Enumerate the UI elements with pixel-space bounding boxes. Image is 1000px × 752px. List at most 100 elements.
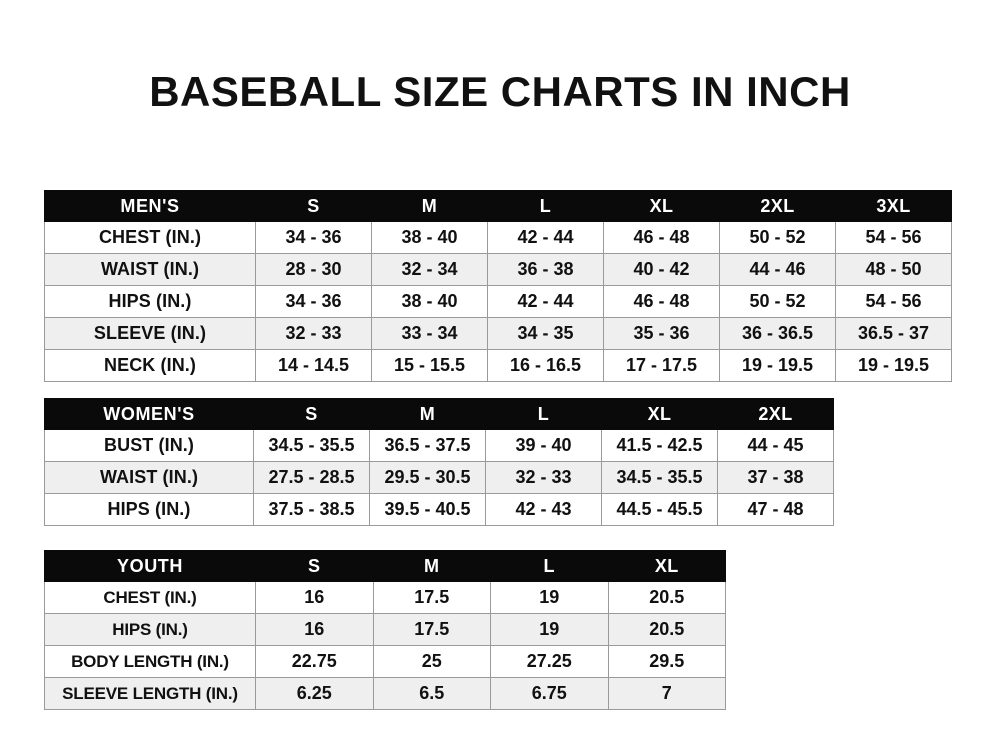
measurement-cell: 15 - 15.5 [371, 349, 488, 382]
measurement-cell: 29.5 - 30.5 [369, 461, 486, 494]
measurement-cell: 35 - 36 [603, 317, 720, 350]
measurement-cell: 6.5 [372, 677, 491, 710]
table-row: BODY LENGTH (IN.) 22.75 25 27.25 29.5 [44, 645, 726, 678]
measurement-cell: 32 - 33 [485, 461, 602, 494]
table-row: HIPS (IN.) 34 - 36 38 - 40 42 - 44 46 - 48 50… [44, 285, 952, 318]
measurement-cell: 27.5 - 28.5 [253, 461, 370, 494]
measurement-cell: 20.5 [607, 613, 726, 646]
womens-header-row: WOMEN'S S M L XL 2XL [44, 398, 834, 430]
measurement-cell: 50 - 52 [719, 285, 836, 318]
mens-column-header-2xl: 2XL [719, 190, 836, 222]
measurement-cell: 20.5 [607, 581, 726, 614]
table-row: SLEEVE LENGTH (IN.) 6.25 6.5 6.75 7 [44, 677, 726, 710]
measurement-cell: 34.5 - 35.5 [601, 461, 718, 494]
table-row: HIPS (IN.) 16 17.5 19 20.5 [44, 613, 726, 646]
womens-size-table: WOMEN'S S M L XL 2XL BUST (IN.) 34.5 - 35.5 36.5… [44, 398, 834, 526]
measurement-cell: 25 [372, 645, 491, 678]
measurement-cell: 32 - 34 [371, 253, 488, 286]
measurement-cell: 36.5 - 37 [835, 317, 952, 350]
youth-header-row: YOUTH S M L XL [44, 550, 726, 582]
measurement-cell: 16 - 16.5 [487, 349, 604, 382]
measurement-cell: 46 - 48 [603, 221, 720, 254]
measurement-cell: 36 - 38 [487, 253, 604, 286]
measurement-cell: 42 - 44 [487, 221, 604, 254]
mens-column-header-xl: XL [603, 190, 720, 222]
womens-row-label: HIPS (IN.) [44, 493, 254, 526]
measurement-cell: 17.5 [372, 613, 491, 646]
measurement-cell: 39.5 - 40.5 [369, 493, 486, 526]
womens-column-header-m: M [369, 398, 486, 430]
youth-row-label: BODY LENGTH (IN.) [44, 645, 256, 678]
measurement-cell: 28 - 30 [255, 253, 372, 286]
page-title: BASEBALL SIZE CHARTS IN INCH [149, 68, 851, 115]
measurement-cell: 16 [255, 613, 374, 646]
measurement-cell: 38 - 40 [371, 285, 488, 318]
measurement-cell: 38 - 40 [371, 221, 488, 254]
womens-column-header-l: L [485, 398, 602, 430]
womens-column-header-xl: XL [601, 398, 718, 430]
mens-column-header-3xl: 3XL [835, 190, 952, 222]
measurement-cell: 16 [255, 581, 374, 614]
measurement-cell: 34 - 35 [487, 317, 604, 350]
measurement-cell: 7 [607, 677, 726, 710]
table-row: CHEST (IN.) 16 17.5 19 20.5 [44, 581, 726, 614]
measurement-cell: 34.5 - 35.5 [253, 429, 370, 462]
measurement-cell: 54 - 56 [835, 285, 952, 318]
measurement-cell: 14 - 14.5 [255, 349, 372, 382]
table-row: HIPS (IN.) 37.5 - 38.5 39.5 - 40.5 42 - 43 4… [44, 493, 834, 526]
table-row: WAIST (IN.) 27.5 - 28.5 29.5 - 30.5 32 - 33… [44, 461, 834, 494]
youth-table-title: YOUTH [44, 550, 256, 582]
table-row: NECK (IN.) 14 - 14.5 15 - 15.5 16 - 16.5 17 … [44, 349, 952, 382]
measurement-cell: 48 - 50 [835, 253, 952, 286]
table-row: BUST (IN.) 34.5 - 35.5 36.5 - 37.5 39 - 40 4… [44, 429, 834, 462]
youth-column-header-l: L [490, 550, 609, 582]
youth-column-header-xl: XL [607, 550, 726, 582]
mens-row-label: SLEEVE (IN.) [44, 317, 256, 350]
mens-row-label: HIPS (IN.) [44, 285, 256, 318]
table-row: WAIST (IN.) 28 - 30 32 - 34 36 - 38 40 - 42 4… [44, 253, 952, 286]
measurement-cell: 46 - 48 [603, 285, 720, 318]
measurement-cell: 37 - 38 [717, 461, 834, 494]
measurement-cell: 44 - 46 [719, 253, 836, 286]
measurement-cell: 54 - 56 [835, 221, 952, 254]
mens-column-header-m: M [371, 190, 488, 222]
measurement-cell: 19 - 19.5 [835, 349, 952, 382]
measurement-cell: 19 [490, 581, 609, 614]
measurement-cell: 42 - 43 [485, 493, 602, 526]
womens-column-header-2xl: 2XL [717, 398, 834, 430]
youth-size-table: YOUTH S M L XL CHEST (IN.) 16 17.5 19 20.5 HIPS (I… [44, 550, 726, 710]
mens-row-label: WAIST (IN.) [44, 253, 256, 286]
measurement-cell: 27.25 [490, 645, 609, 678]
measurement-cell: 44 - 45 [717, 429, 834, 462]
womens-column-header-s: S [253, 398, 370, 430]
measurement-cell: 34 - 36 [255, 221, 372, 254]
measurement-cell: 36 - 36.5 [719, 317, 836, 350]
measurement-cell: 50 - 52 [719, 221, 836, 254]
mens-header-row: MEN'S S M L XL 2XL 3XL [44, 190, 952, 222]
measurement-cell: 44.5 - 45.5 [601, 493, 718, 526]
mens-column-header-l: L [487, 190, 604, 222]
womens-row-label: WAIST (IN.) [44, 461, 254, 494]
mens-row-label: CHEST (IN.) [44, 221, 256, 254]
measurement-cell: 47 - 48 [717, 493, 834, 526]
measurement-cell: 6.75 [490, 677, 609, 710]
measurement-cell: 34 - 36 [255, 285, 372, 318]
measurement-cell: 17 - 17.5 [603, 349, 720, 382]
measurement-cell: 19 [490, 613, 609, 646]
mens-table-title: MEN'S [44, 190, 256, 222]
measurement-cell: 33 - 34 [371, 317, 488, 350]
measurement-cell: 42 - 44 [487, 285, 604, 318]
measurement-cell: 17.5 [372, 581, 491, 614]
youth-row-label: SLEEVE LENGTH (IN.) [44, 677, 256, 710]
measurement-cell: 22.75 [255, 645, 374, 678]
measurement-cell: 32 - 33 [255, 317, 372, 350]
measurement-cell: 36.5 - 37.5 [369, 429, 486, 462]
measurement-cell: 6.25 [255, 677, 374, 710]
measurement-cell: 41.5 - 42.5 [601, 429, 718, 462]
mens-column-header-s: S [255, 190, 372, 222]
youth-column-header-s: S [255, 550, 374, 582]
measurement-cell: 39 - 40 [485, 429, 602, 462]
womens-row-label: BUST (IN.) [44, 429, 254, 462]
youth-column-header-m: M [372, 550, 491, 582]
